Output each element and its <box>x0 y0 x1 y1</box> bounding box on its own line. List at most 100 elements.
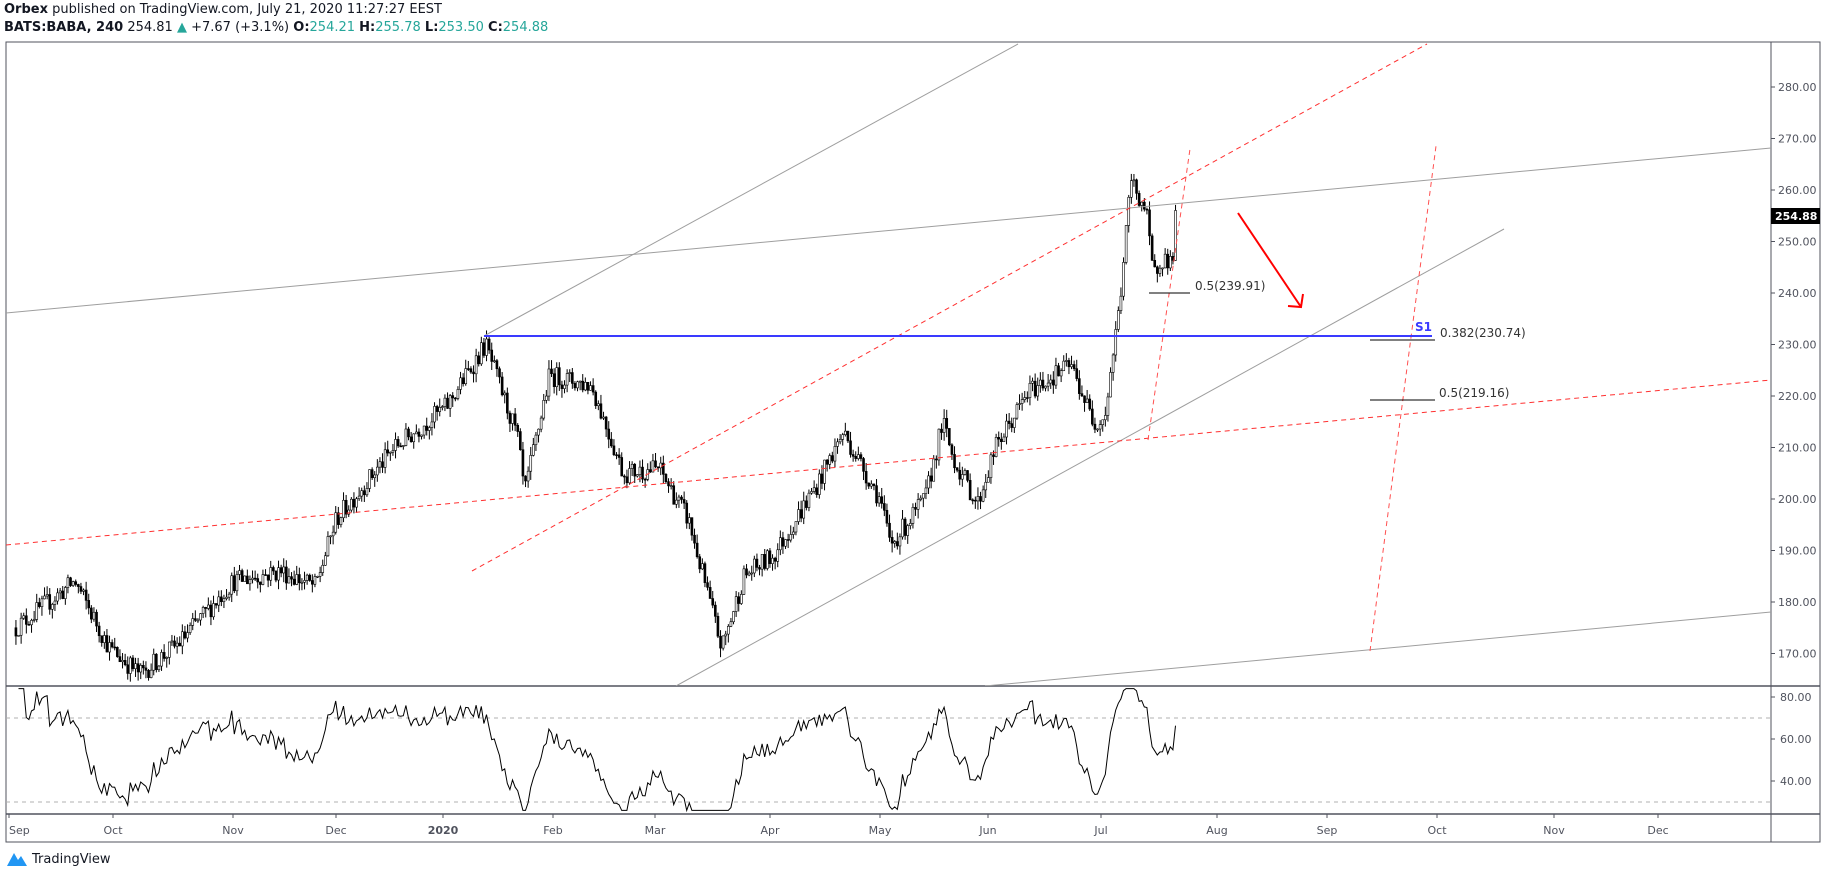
trendline-lower-channel[interactable] <box>984 611 1771 686</box>
candle-body <box>604 416 608 430</box>
candle-body <box>386 449 390 454</box>
candle-body <box>40 598 44 607</box>
candle-body <box>103 635 106 643</box>
candle-body <box>610 438 613 447</box>
candle-body <box>937 428 941 461</box>
candle-body <box>48 594 52 610</box>
time-tick-label: Aug <box>1206 824 1227 837</box>
candle-body <box>425 425 429 431</box>
candle-body <box>214 603 218 606</box>
candle-body <box>168 641 171 658</box>
trendline-upper-channel[interactable] <box>6 147 1771 314</box>
candle-body <box>779 537 782 551</box>
price-tick-label: 240.00 <box>1778 287 1817 300</box>
candle-body <box>298 574 301 584</box>
candle-body <box>204 607 208 609</box>
candle-body <box>675 499 678 505</box>
candle-body <box>630 463 634 469</box>
author[interactable]: Orbex <box>4 2 48 17</box>
candle-body <box>285 566 288 584</box>
candle-body <box>370 469 374 479</box>
candle-body <box>350 498 353 511</box>
trendline-steep[interactable] <box>483 43 1019 337</box>
candle-body <box>1106 396 1110 416</box>
candle-body <box>129 657 132 674</box>
candle-body <box>851 454 855 457</box>
candle-body <box>381 461 384 468</box>
symbol: BATS:BABA, 240 <box>4 20 124 35</box>
candle-body <box>571 372 574 384</box>
candle-body <box>961 474 964 480</box>
candle-body <box>376 466 379 476</box>
price-tick-label: 270.00 <box>1778 133 1817 146</box>
red-arrow-icon[interactable] <box>1237 212 1304 309</box>
candle-body <box>690 517 694 536</box>
candle-body <box>220 596 223 603</box>
candle-body <box>875 485 878 504</box>
candle-body <box>659 462 663 469</box>
candle-body <box>636 474 639 477</box>
candle-body <box>233 575 236 592</box>
time-axis[interactable]: Sep Oct Nov Dec 2020 Feb Mar Apr May Jun Jul Aug Sep… <box>8 814 1669 837</box>
candle-body <box>1028 382 1032 398</box>
candle-body <box>916 499 920 510</box>
candle-body <box>815 487 819 495</box>
red-dashed-line-1[interactable] <box>6 379 1771 546</box>
red-dashed-line-4[interactable] <box>1369 145 1437 652</box>
candle-body <box>1140 201 1144 206</box>
candle-body <box>500 376 504 396</box>
price-axis[interactable]: 170.00 180.00 190.00 200.00 210.00 220.00 230.… <box>1771 81 1817 661</box>
low-label: L: <box>424 20 439 35</box>
candle-body <box>97 625 101 637</box>
candle-body <box>651 460 655 473</box>
candle-body <box>334 512 338 533</box>
candle-body <box>84 589 88 601</box>
last-price-tag: 254.88 <box>1771 208 1820 224</box>
trendline-support[interactable] <box>675 228 1505 686</box>
candle-body <box>51 604 54 610</box>
candle-body <box>929 475 933 482</box>
candle-body <box>599 403 603 419</box>
candle-body <box>498 368 501 378</box>
candle-body <box>838 438 842 443</box>
candle-body <box>607 428 611 440</box>
candle-body <box>649 469 652 473</box>
candle-body <box>576 381 579 389</box>
candle-body <box>121 660 124 663</box>
candle-body <box>615 454 618 457</box>
drawings[interactable] <box>6 43 1771 686</box>
candle-body <box>331 531 335 537</box>
time-tick-label: Sep <box>1317 824 1338 837</box>
candle-body <box>698 556 702 570</box>
candle-body <box>927 475 930 489</box>
candle-body <box>378 461 382 468</box>
candle-body <box>417 431 421 437</box>
tradingview-logo[interactable]: TradingView <box>6 851 111 867</box>
candle-body <box>1072 364 1076 369</box>
candle-body <box>885 509 889 524</box>
candle-body <box>513 413 517 426</box>
candle-body <box>573 383 577 389</box>
candle-body <box>1007 420 1011 424</box>
candle-body <box>277 567 280 581</box>
candle-body <box>292 578 296 585</box>
candle-body <box>134 663 137 669</box>
open-label: O: <box>293 20 310 35</box>
publish-info: Orbex published on TradingView.com, July… <box>4 2 442 17</box>
candle-body <box>256 578 260 583</box>
candle-body <box>841 434 845 440</box>
candle-body <box>526 470 530 482</box>
candle-body <box>758 567 761 570</box>
red-dashed-line-2[interactable] <box>471 43 1428 572</box>
candle-body <box>1078 378 1081 394</box>
red-dashed-line-3[interactable] <box>1147 148 1191 441</box>
candle-body <box>984 481 988 491</box>
candle-body <box>602 416 605 419</box>
candle-body <box>1065 360 1068 362</box>
chart-frame <box>5 41 1821 843</box>
candle-body <box>209 604 213 618</box>
candle-body <box>672 485 676 505</box>
candle-body <box>451 395 455 399</box>
candle-body <box>994 437 998 457</box>
